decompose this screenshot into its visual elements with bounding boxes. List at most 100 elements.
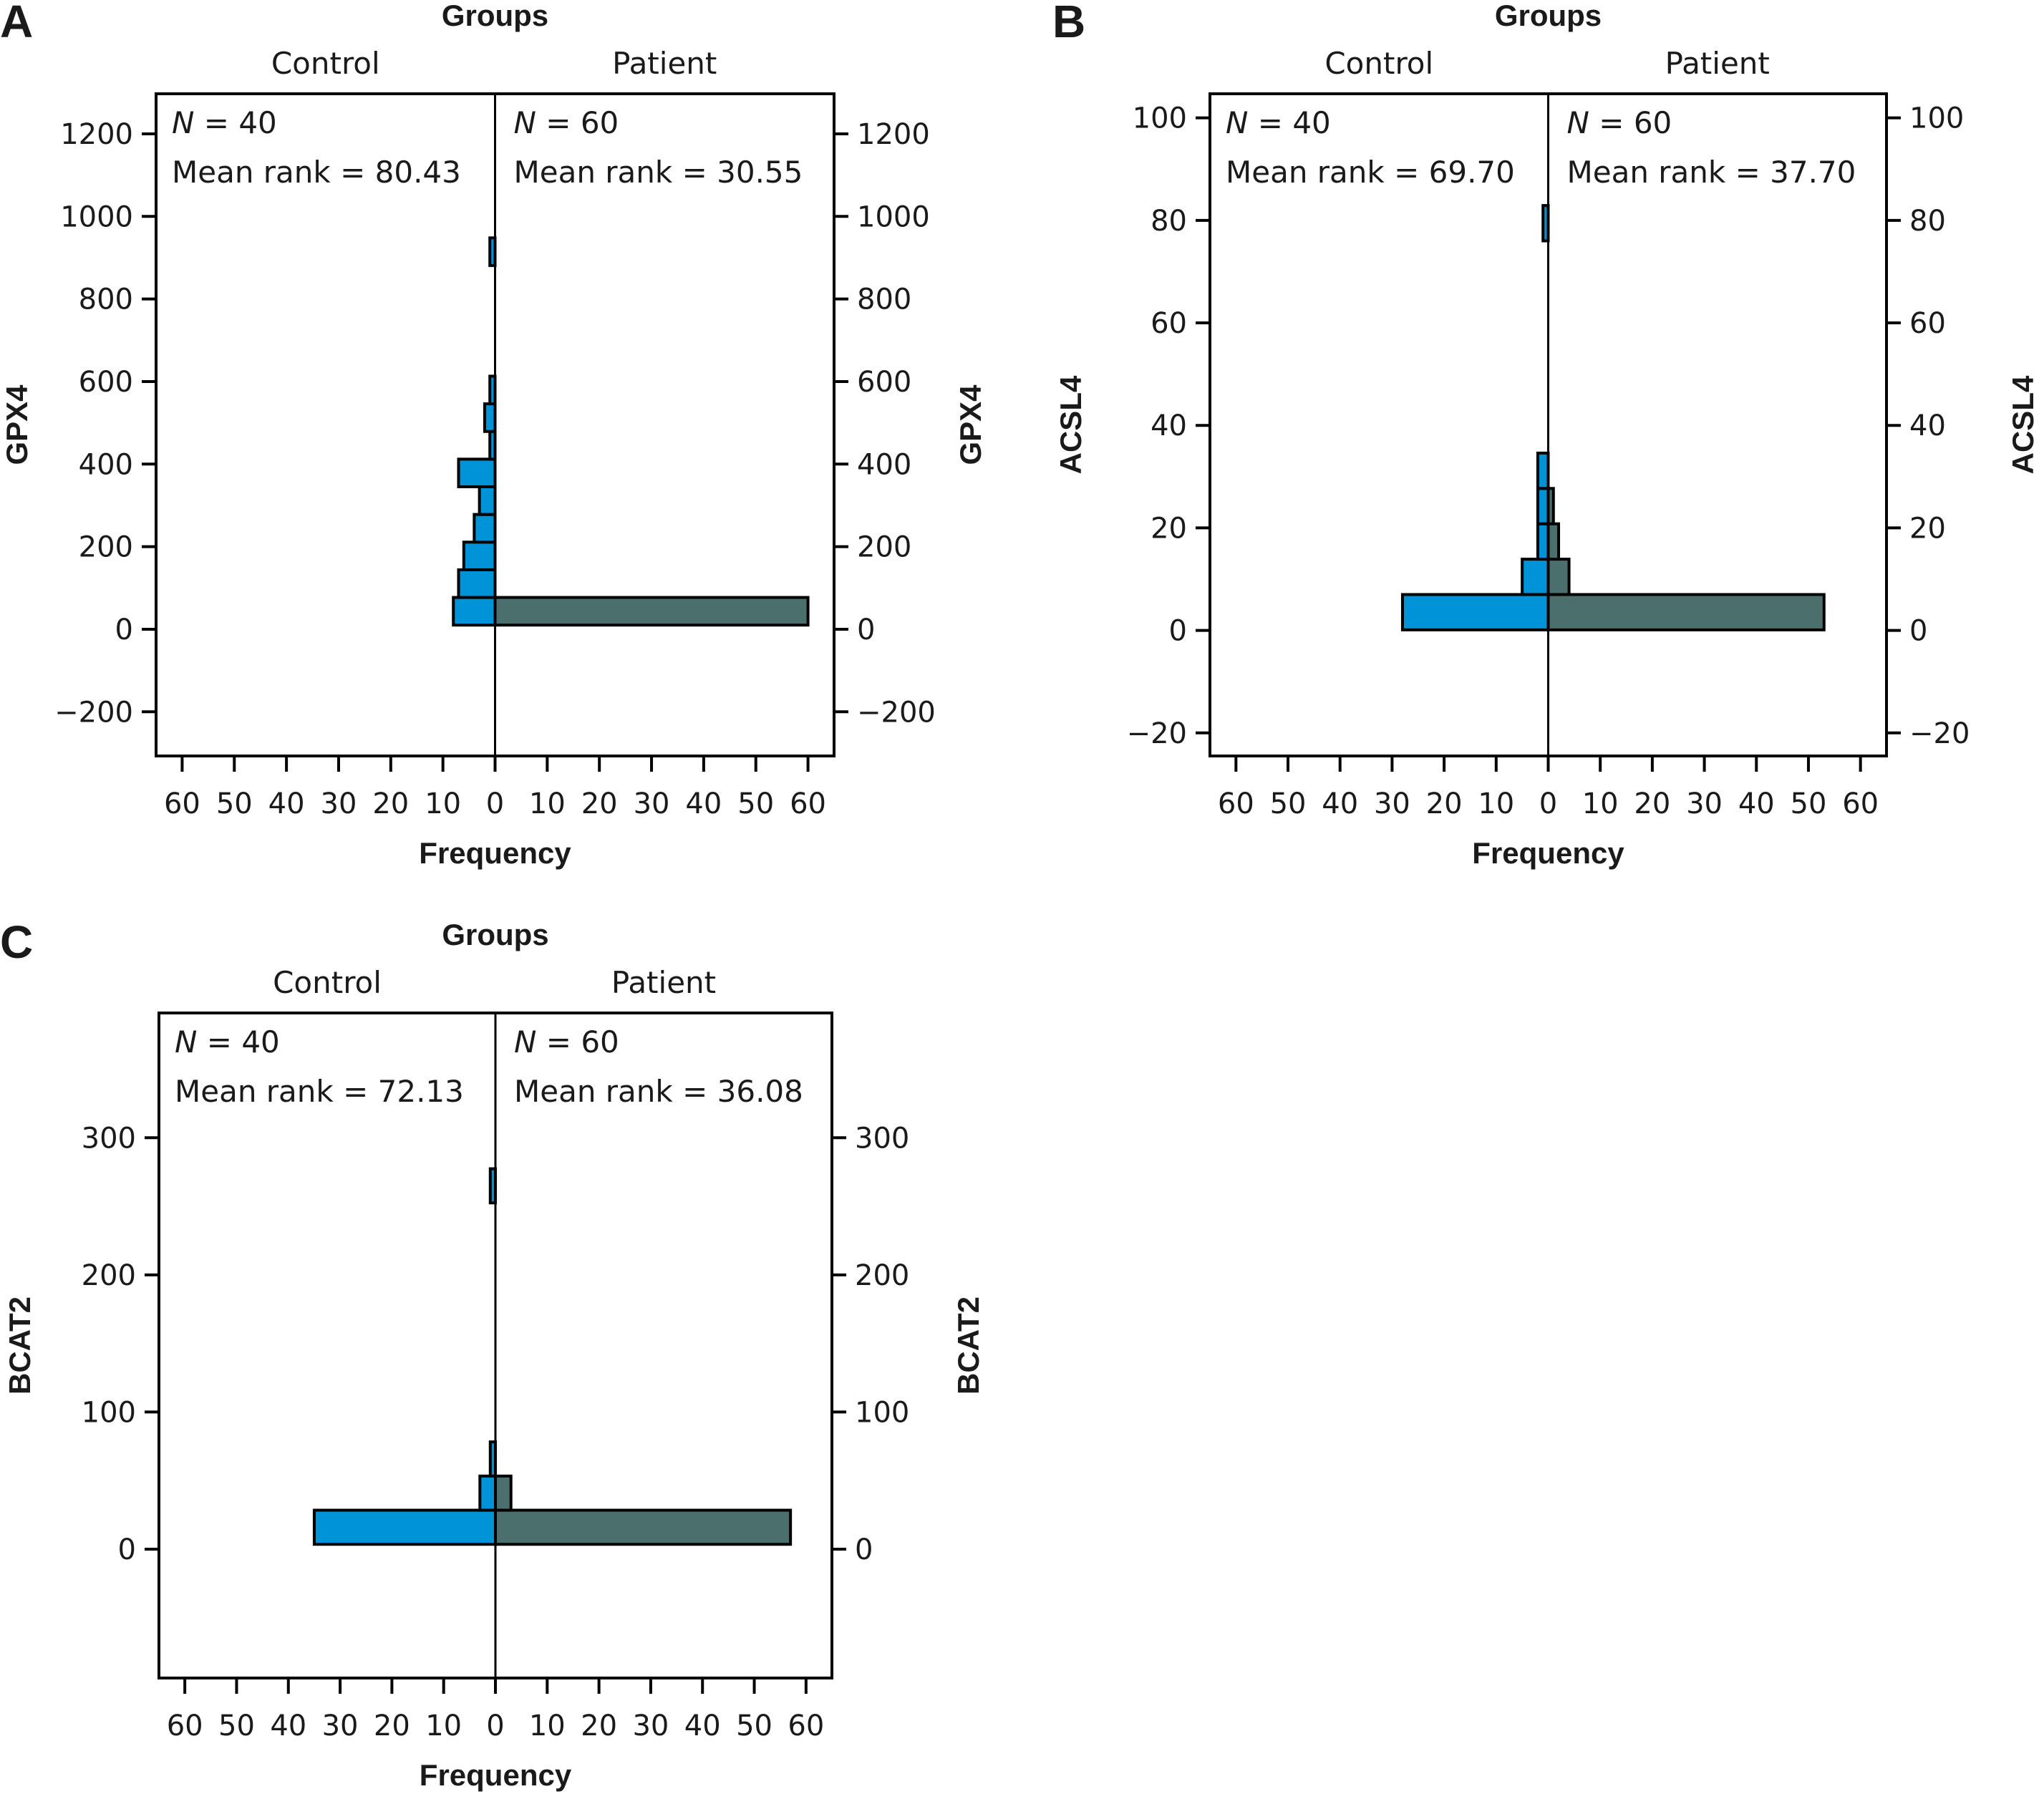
bar-control	[1521, 558, 1550, 596]
y-tick-label-right: 600	[857, 366, 911, 399]
x-axis-label: Frequency	[420, 1758, 572, 1792]
bar-patient	[1546, 593, 1826, 631]
mean-rank-label-patient: Mean rank = 36.08	[514, 1074, 803, 1109]
y-tick-label-right: 400	[857, 448, 911, 481]
mean-rank-label-patient: Mean rank = 37.70	[1567, 155, 1856, 190]
x-tick-label: 50	[218, 1710, 255, 1742]
y-tick-label-left: −20	[1127, 717, 1187, 750]
y-tick-label-left: 400	[79, 448, 133, 481]
y-tick-label-right: 0	[1909, 615, 1927, 648]
group-label-control: Control	[273, 965, 382, 1000]
bar-control	[473, 513, 497, 544]
y-tick-label-right: 800	[857, 283, 911, 316]
y-tick-label-right: 1200	[857, 118, 930, 151]
y-tick-label-left: 40	[1151, 409, 1187, 442]
bar-control	[478, 485, 497, 516]
n-label-control: N = 40	[172, 105, 277, 140]
y-tick-label-left: 20	[1151, 512, 1187, 545]
panel-letter: B	[1052, 0, 1085, 47]
bar-patient	[493, 596, 810, 627]
bar-control	[452, 596, 497, 627]
x-tick-label: 30	[322, 1710, 359, 1742]
y-tick-label-right: 200	[857, 531, 911, 564]
bar-control	[457, 568, 497, 599]
panel-c: C Groups Control Patient N = 40 Mean rank = 7…	[0, 916, 985, 1792]
group-label-control: Control	[271, 46, 380, 81]
y-axis-label-left: BCAT2	[3, 1296, 37, 1395]
x-tick-label: 40	[685, 787, 722, 820]
x-tick-label: 50	[1270, 787, 1307, 820]
x-tick-label: 10	[425, 787, 461, 820]
x-tick-label: 10	[425, 1710, 462, 1742]
x-tick-label: 20	[581, 1710, 617, 1742]
bar-patient	[1546, 558, 1571, 596]
y-tick-label-right: 0	[857, 614, 875, 646]
y-tick-label-left: 0	[115, 614, 133, 646]
panel-b: B Groups Control Patient N = 40 Mean rank = 6…	[1052, 0, 2040, 870]
mean-rank-label-control: Mean rank = 69.70	[1226, 155, 1515, 190]
bar-control	[1400, 593, 1550, 631]
x-tick-label: 40	[270, 1710, 306, 1742]
bar-control	[312, 1508, 497, 1546]
x-tick-label: 60	[164, 787, 200, 820]
panel-letter: A	[0, 0, 33, 47]
x-tick-label: 20	[374, 1710, 410, 1742]
x-tick-label: 60	[167, 1710, 203, 1742]
x-tick-label: 30	[1686, 787, 1723, 820]
bar-control	[1536, 487, 1550, 525]
x-tick-label: 10	[529, 787, 566, 820]
y-tick-label-left: 300	[82, 1122, 136, 1155]
x-tick-label: 40	[268, 787, 305, 820]
y-tick-label-right: 300	[855, 1122, 909, 1155]
n-label-control: N = 40	[175, 1024, 280, 1060]
bar-patient	[1546, 522, 1561, 561]
y-tick-label-left: 80	[1151, 205, 1187, 238]
x-tick-label: 0	[486, 787, 504, 820]
bar-control	[1536, 522, 1550, 561]
x-axis-label: Frequency	[1472, 836, 1624, 870]
chart-title: Groups	[442, 0, 548, 32]
y-tick-label-left: 0	[1169, 615, 1187, 648]
y-axis-label-right: ACSL4	[2006, 375, 2040, 474]
x-tick-label: 20	[1634, 787, 1670, 820]
group-label-control: Control	[1324, 46, 1433, 81]
x-tick-label: 40	[1738, 787, 1775, 820]
x-tick-label: 30	[634, 787, 670, 820]
x-tick-label: 0	[1539, 787, 1557, 820]
panel-letter: C	[0, 916, 33, 968]
y-tick-label-right: 0	[855, 1533, 873, 1566]
bar-control	[478, 1474, 497, 1512]
y-tick-label-right: −200	[857, 696, 936, 729]
group-label-patient: Patient	[612, 46, 717, 81]
x-tick-label: 40	[1322, 787, 1358, 820]
y-tick-label-right: 100	[855, 1396, 909, 1429]
y-tick-label-left: 60	[1151, 307, 1187, 340]
mean-rank-label-control: Mean rank = 80.43	[172, 155, 461, 190]
x-tick-label: 10	[529, 1710, 566, 1742]
x-tick-label: 10	[1478, 787, 1514, 820]
y-tick-label-left: 100	[82, 1396, 136, 1429]
bar-control	[462, 540, 497, 571]
group-label-patient: Patient	[611, 965, 716, 1000]
mean-rank-label-patient: Mean rank = 30.55	[514, 155, 803, 190]
y-tick-label-left: 600	[79, 366, 133, 399]
chart-title: Groups	[442, 918, 548, 951]
y-tick-label-left: −200	[54, 696, 133, 729]
bar-control	[457, 457, 497, 489]
y-axis-label-left: ACSL4	[1054, 375, 1088, 474]
y-tick-label-right: 200	[855, 1259, 909, 1292]
y-tick-label-right: 40	[1909, 409, 1946, 442]
x-tick-label: 10	[1582, 787, 1619, 820]
x-tick-label: 60	[1842, 787, 1879, 820]
n-label-patient: N = 60	[1567, 105, 1672, 140]
bar-control	[1536, 451, 1550, 490]
x-tick-label: 50	[216, 787, 253, 820]
group-label-patient: Patient	[1665, 46, 1770, 81]
x-tick-label: 30	[321, 787, 357, 820]
x-tick-label: 50	[737, 787, 774, 820]
x-tick-label: 50	[736, 1710, 772, 1742]
bar-patient	[494, 1474, 513, 1512]
x-tick-label: 20	[1426, 787, 1463, 820]
y-axis-label-right: BCAT2	[951, 1296, 985, 1395]
x-tick-label: 0	[486, 1710, 504, 1742]
